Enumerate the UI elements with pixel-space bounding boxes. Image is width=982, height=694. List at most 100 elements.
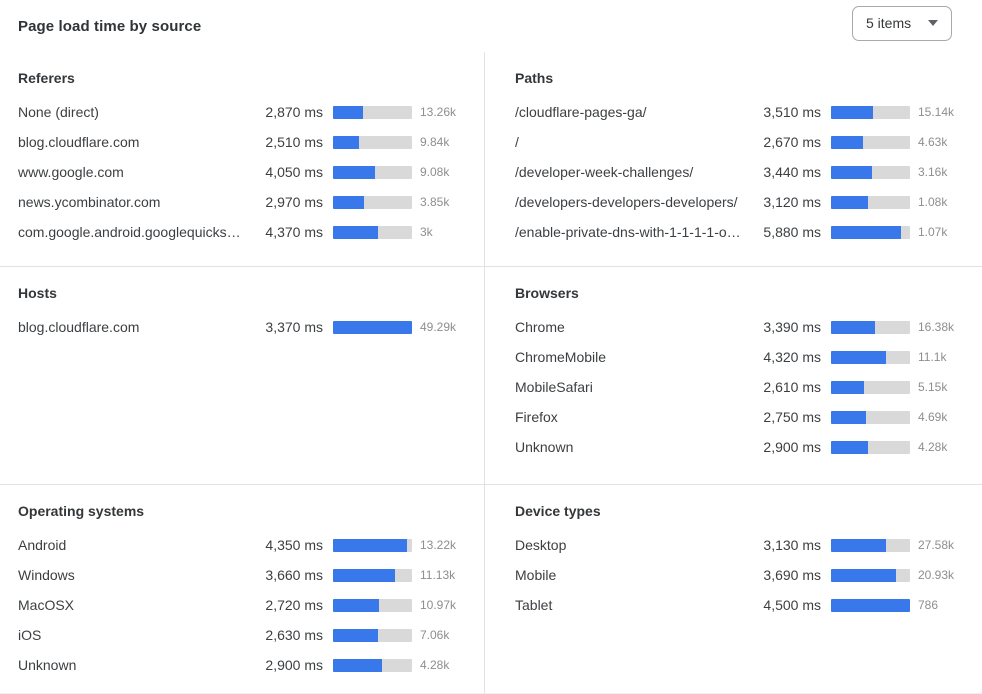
stat-row[interactable]: /enable-private-dns-with-1-1-1-1-on-... 5… bbox=[515, 217, 966, 247]
stat-row[interactable]: www.google.com 4,050 ms 9.08k bbox=[18, 157, 468, 187]
row-label: /enable-private-dns-with-1-1-1-1-on-... bbox=[515, 224, 741, 240]
load-time-bar bbox=[831, 165, 910, 179]
row-load-time: 3,440 ms bbox=[763, 164, 821, 180]
stat-row[interactable]: /developers-developers-developers/3,120 … bbox=[515, 187, 966, 217]
stat-row[interactable]: blog.cloudflare.com 3,370 ms 49.29k bbox=[18, 312, 468, 342]
stat-row[interactable]: Chrome 3,390 ms 16.38k bbox=[515, 312, 966, 342]
stat-row[interactable]: Unknown 2,900 ms 4.28k bbox=[515, 432, 966, 462]
row-load-time: 2,970 ms bbox=[265, 194, 323, 210]
row-load-time: 4,500 ms bbox=[763, 597, 821, 613]
load-time-bar bbox=[333, 538, 412, 552]
row-label: www.google.com bbox=[18, 164, 124, 180]
stat-row[interactable]: Windows 3,660 ms 11.13k bbox=[18, 560, 468, 590]
row-load-time: 2,870 ms bbox=[265, 104, 323, 120]
stat-row[interactable]: iOS 2,630 ms 7.06k bbox=[18, 620, 468, 650]
row-load-time: 3,690 ms bbox=[763, 567, 821, 583]
row-label: iOS bbox=[18, 627, 42, 643]
panel-header: Page load time by source 5 items bbox=[0, 0, 982, 52]
row-load-time: 2,670 ms bbox=[763, 134, 821, 150]
stat-row[interactable]: Mobile 3,690 ms 20.93k bbox=[515, 560, 966, 590]
row-sample-count: 27.58k bbox=[918, 538, 955, 552]
row-load-time: 4,350 ms bbox=[265, 537, 323, 553]
row-load-time: 2,900 ms bbox=[265, 657, 323, 673]
load-time-bar bbox=[333, 320, 412, 334]
stat-row[interactable]: Desktop 3,130 ms 27.58k bbox=[515, 530, 966, 560]
load-time-bar bbox=[333, 628, 412, 642]
row-sample-count: 13.26k bbox=[420, 105, 457, 119]
stat-row[interactable]: blog.cloudflare.com 2,510 ms 9.84k bbox=[18, 127, 468, 157]
row-sample-count: 11.13k bbox=[420, 568, 456, 582]
row-label: Chrome bbox=[515, 319, 565, 335]
load-time-bar bbox=[333, 135, 412, 149]
stat-row[interactable]: com.google.android.googlequicksearc... 4,… bbox=[18, 217, 468, 247]
load-time-bar-fill bbox=[333, 135, 360, 149]
row-sample-count: 16.38k bbox=[918, 320, 955, 334]
load-time-bar-fill bbox=[333, 568, 396, 582]
row-label: news.ycombinator.com bbox=[18, 194, 161, 210]
load-time-bar-fill bbox=[333, 225, 379, 239]
load-time-bar bbox=[333, 195, 412, 209]
stat-row[interactable]: news.ycombinator.com 2,970 ms 3.85k bbox=[18, 187, 468, 217]
row-load-time: 3,390 ms bbox=[763, 319, 821, 335]
items-count-select-value: 5 items bbox=[866, 15, 912, 31]
load-time-bar-fill bbox=[831, 538, 886, 552]
panel-title: Device types bbox=[515, 503, 601, 519]
row-sample-count: 10.97k bbox=[420, 598, 457, 612]
stat-row[interactable]: Tablet 4,500 ms 786 bbox=[515, 590, 966, 620]
stat-row[interactable]: / 2,670 ms 4.63k bbox=[515, 127, 966, 157]
panel-browsers: Browsers Chrome 3,390 ms 16.38k ChromeMobile… bbox=[485, 267, 982, 485]
panel-device-types: Device types Desktop 3,130 ms 27.58k Mobile 3… bbox=[485, 485, 982, 694]
load-time-bar bbox=[831, 225, 910, 239]
row-label: blog.cloudflare.com bbox=[18, 319, 140, 335]
stat-row[interactable]: MobileSafari 2,610 ms 5.15k bbox=[515, 372, 966, 402]
load-time-bar-fill bbox=[831, 225, 902, 239]
panel-referers: Referers None (direct) 2,870 ms 13.26k blog.… bbox=[0, 52, 485, 267]
row-load-time: 5,880 ms bbox=[763, 224, 821, 240]
panel-title: Referers bbox=[18, 70, 75, 86]
stat-row[interactable]: MacOSX 2,720 ms 10.97k bbox=[18, 590, 468, 620]
stat-row[interactable]: /cloudflare-pages-ga/3,510 ms 15.14k bbox=[515, 97, 966, 127]
load-time-bar-fill bbox=[831, 135, 863, 149]
panel-title: Browsers bbox=[515, 285, 579, 301]
stat-row[interactable]: None (direct) 2,870 ms 13.26k bbox=[18, 97, 468, 127]
row-load-time: 2,610 ms bbox=[763, 379, 821, 395]
row-sample-count: 5.15k bbox=[918, 380, 948, 394]
load-time-bar bbox=[333, 658, 412, 672]
load-time-bar bbox=[831, 195, 910, 209]
panel-title: Operating systems bbox=[18, 503, 145, 519]
row-label: com.google.android.googlequicksearc... bbox=[18, 224, 243, 240]
chevron-down-icon bbox=[928, 20, 938, 26]
load-time-bar-fill bbox=[831, 568, 896, 582]
row-sample-count: 15.14k bbox=[918, 105, 955, 119]
stat-row[interactable]: /developer-week-challenges/3,440 ms 3.16k bbox=[515, 157, 966, 187]
row-sample-count: 49.29k bbox=[420, 320, 457, 334]
row-label: blog.cloudflare.com bbox=[18, 134, 140, 150]
items-count-select[interactable]: 5 items bbox=[852, 5, 952, 41]
row-sample-count: 3.85k bbox=[420, 195, 450, 209]
row-sample-count: 786 bbox=[918, 598, 939, 612]
row-sample-count: 13.22k bbox=[420, 538, 457, 552]
load-time-bar bbox=[333, 598, 412, 612]
load-time-bar-fill bbox=[333, 628, 378, 642]
stat-row[interactable]: ChromeMobile 4,320 ms 11.1k bbox=[515, 342, 966, 372]
load-time-bar bbox=[333, 568, 412, 582]
stat-row[interactable]: Firefox 2,750 ms 4.69k bbox=[515, 402, 966, 432]
load-time-bar-fill bbox=[333, 538, 407, 552]
row-load-time: 2,630 ms bbox=[265, 627, 323, 643]
panel-hosts: Hosts blog.cloudflare.com 3,370 ms 49.29k bbox=[0, 267, 485, 485]
row-label: Unknown bbox=[18, 657, 77, 673]
load-time-bar bbox=[831, 440, 910, 454]
row-load-time: 3,510 ms bbox=[763, 104, 821, 120]
row-label: Firefox bbox=[515, 409, 558, 425]
load-time-bar-fill bbox=[333, 598, 380, 612]
load-time-bar bbox=[333, 225, 412, 239]
row-sample-count: 3.16k bbox=[918, 165, 948, 179]
panels-grid: Referers None (direct) 2,870 ms 13.26k blog.… bbox=[0, 52, 982, 694]
row-label: Unknown bbox=[515, 439, 574, 455]
stat-row[interactable]: Android 4,350 ms 13.22k bbox=[18, 530, 468, 560]
stat-row[interactable]: Unknown 2,900 ms 4.28k bbox=[18, 650, 468, 680]
load-time-bar-fill bbox=[831, 195, 869, 209]
row-load-time: 3,660 ms bbox=[265, 567, 323, 583]
row-label: / bbox=[515, 134, 519, 150]
load-time-bar-fill bbox=[831, 350, 887, 364]
